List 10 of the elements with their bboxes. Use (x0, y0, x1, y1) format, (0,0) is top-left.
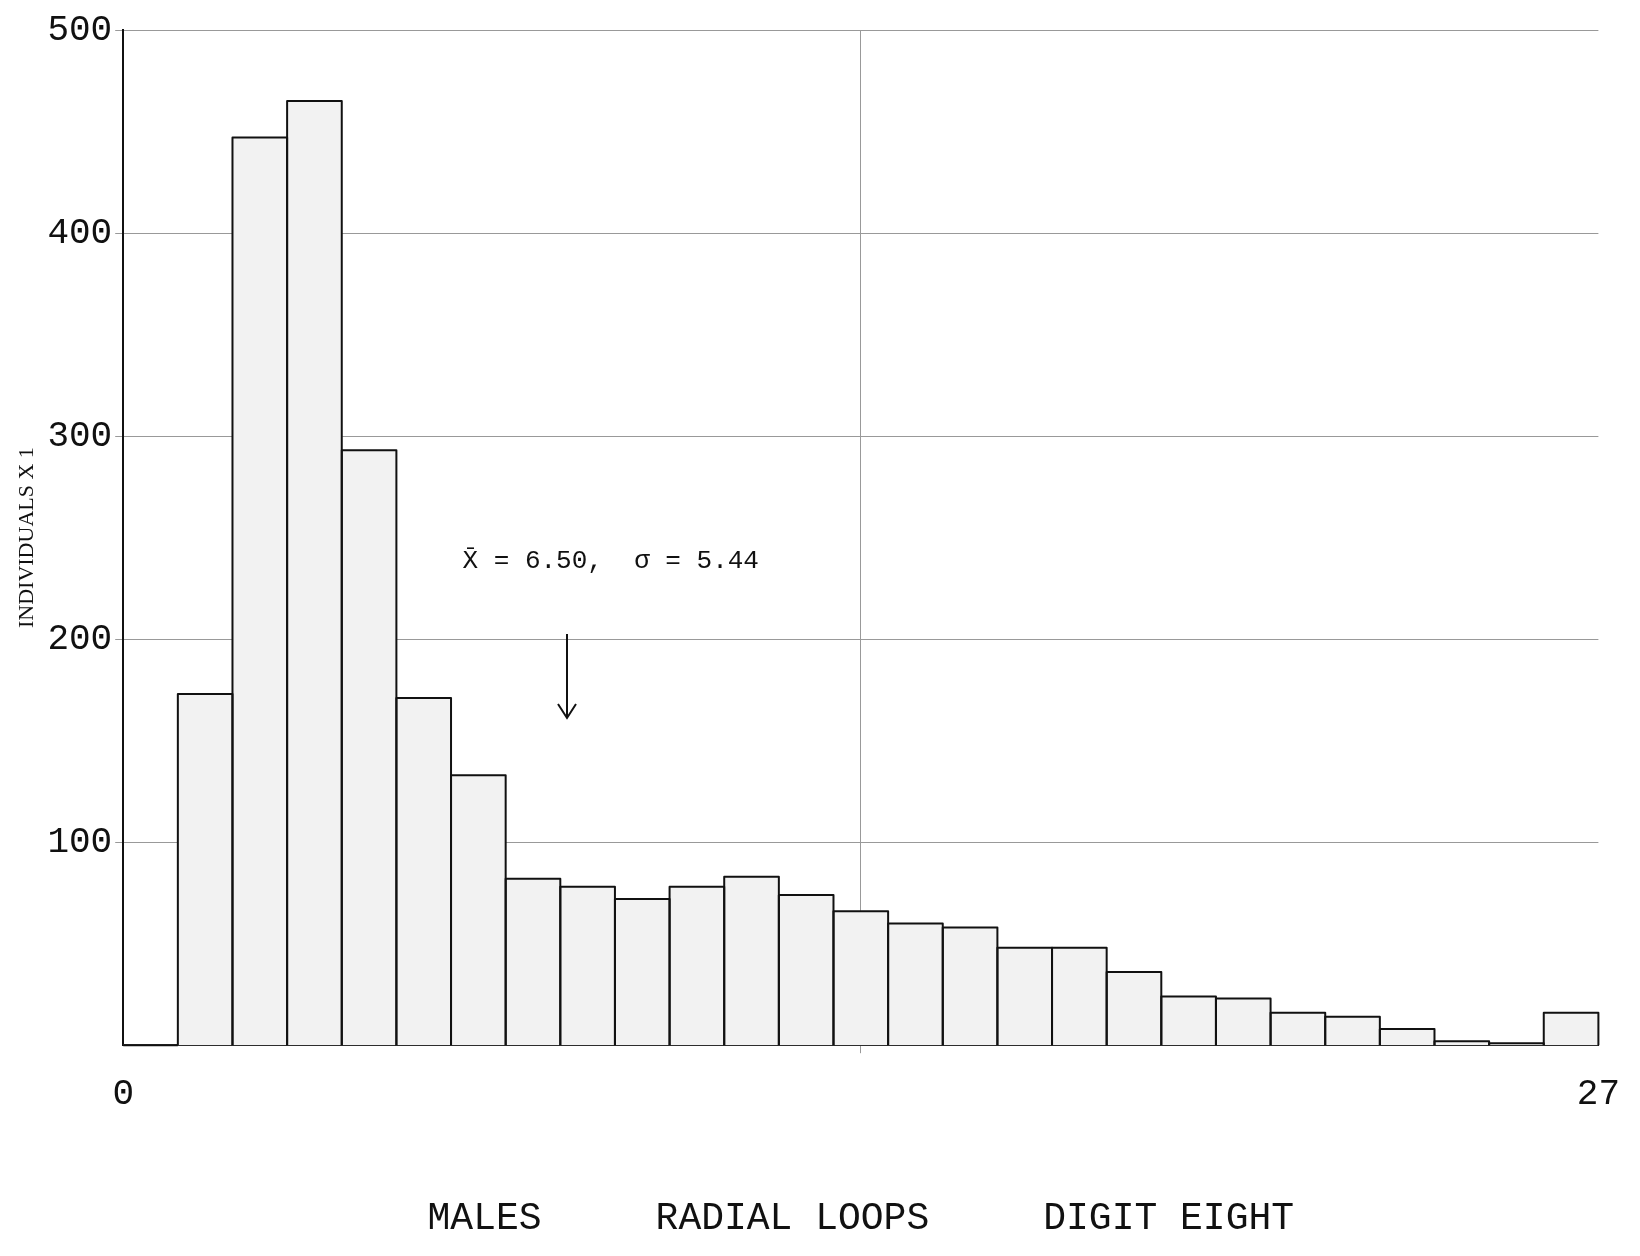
y-tick-label: 500 (47, 9, 113, 51)
x-tick-label: 0 (112, 1074, 135, 1116)
y-tick-label: 400 (47, 212, 113, 254)
y-tick-label: 100 (47, 821, 113, 863)
y-tick-label: 200 (47, 618, 113, 660)
y-tick-label: 300 (47, 415, 113, 457)
x-tick-label: 27 (1576, 1074, 1621, 1116)
x-axis-title: MALES RADIAL LOOPS DIGIT EIGHT (427, 1197, 1295, 1241)
y-axis-title: INDIVIDUALS X 1 (12, 447, 38, 629)
annotation: X̄ = 6.50, σ = 5.44 (462, 546, 759, 577)
